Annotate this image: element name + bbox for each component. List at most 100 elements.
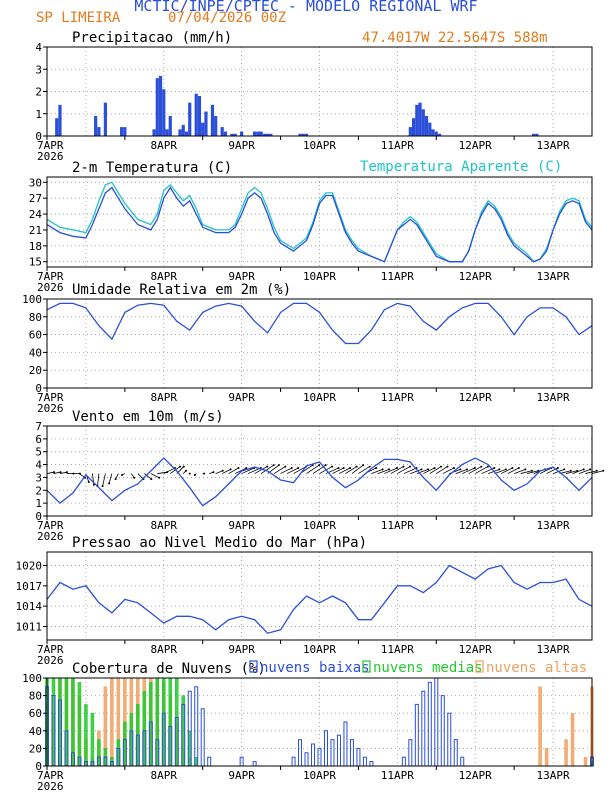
y-tick-label: 1014 [16,600,43,613]
y-tick-label: 4 [35,41,42,54]
wind-arrow-head [368,465,371,468]
wind-arrow [377,468,390,474]
wind-arrow-head [318,464,321,467]
x-tick-label: 7APR [37,139,64,152]
cloud-bar-baixas [323,730,328,767]
precip-bar [201,122,205,136]
y-tick-label: 1017 [16,580,43,593]
wind-arrow [97,473,100,487]
wind-arrow-head [388,468,391,471]
wind-arrow-head [53,471,55,474]
plot-frame [46,425,593,517]
legend-apparent-temp: Temperatura Aparente (C) [360,159,562,175]
wind-arrow [351,464,364,474]
wind-arrow [150,473,160,479]
wind-arrow-head [297,466,300,469]
legend-nuvens-altas: nuvens altas [486,660,587,676]
wind-arrow-head [290,466,293,469]
y-tick-label: 0 [35,130,42,143]
wind-arrow [429,466,442,474]
x-tick-label: 13APR [537,519,570,532]
precip-bar [424,115,429,136]
x-tick-label: 11APR [381,270,414,283]
x-tick-label: 12APR [459,391,492,404]
wind-arrow-head [362,464,365,467]
wind-arrow [260,464,274,474]
x-tick-label: 9APR [228,643,255,656]
wind-arrow [280,467,292,474]
cloud-bar-baixas [460,756,465,767]
panel-title: Umidade Relativa em 2m (%) [72,282,291,298]
y-tick-label: 5 [35,446,42,459]
cloud-bar-altas [570,712,575,767]
precip-bar [55,118,59,136]
wind-arrow-head [221,469,224,472]
y-tick-label: 24 [29,208,43,221]
precip-bar [434,131,438,136]
precip-bar [411,118,416,136]
wind-arrow [539,467,552,474]
y-tick-label: 100 [22,293,42,306]
wind-arrow [358,466,370,474]
precip-bar [262,133,266,136]
x-tick-label: 13APR [537,643,570,656]
y-tick-label: 40 [29,346,42,359]
x-year-label: 2026 [37,281,64,294]
precip-bar [58,104,62,136]
wind-arrow-head [324,464,327,467]
x-tick-label: 7APR [37,391,64,404]
wind-arrow [234,467,247,474]
y-tick-label: 1020 [16,560,43,573]
wind-arrow-head [342,466,345,469]
wind-arrow [273,466,286,474]
cloud-bar-baixas [414,703,419,767]
forecast-date: 07/04/2026 00Z [168,10,287,26]
legend-nuvens-medias-swatch [362,660,371,673]
wind-arrow-head [182,465,185,468]
wind-arrow-head [337,466,340,469]
cloud-bar-medias [77,682,82,767]
cloud-bar-altas [110,677,114,767]
wind-arrow-head [375,466,378,469]
wind-arrow-head [133,476,136,479]
precip-bar [256,131,260,136]
y-tick-label: 18 [29,240,42,253]
x-tick-label: 7APR [37,769,64,782]
x-tick-label: 10APR [303,270,336,283]
precip-bar [298,133,302,136]
series-line-1 [46,181,593,263]
x-tick-label: 11APR [381,643,414,656]
cloud-bar-altas [564,739,568,767]
cloud-bar-baixas [440,695,445,767]
wind-arrow [468,466,482,474]
wind-arrow-head [569,469,572,472]
panel-2 [43,298,593,392]
precip-bar [532,133,536,136]
precip-bar [165,129,169,136]
wind-arrow-head [212,471,215,474]
wind-arrow [475,466,489,474]
wind-arrow [338,467,351,474]
x-tick-label: 13APR [537,769,570,782]
wind-arrow [228,467,239,474]
cloud-bar-medias [90,712,95,767]
y-tick-label: 27 [29,192,42,205]
wind-arrow [144,473,152,480]
legend-nuvens-baixas-swatch [249,660,258,673]
wind-arrow [345,466,357,474]
legend-nuvens-medias: nuvens medias [373,660,483,676]
wind-arrow [59,471,68,474]
wind-arrow-head [331,465,334,468]
y-tick-label: 2 [35,484,42,497]
y-tick-label: 0 [35,760,42,773]
x-tick-label: 9APR [228,391,255,404]
x-tick-label: 7APR [37,519,64,532]
precip-bar [223,131,228,136]
wind-arrow [572,468,584,474]
y-tick-label: 0 [35,510,42,523]
x-tick-label: 8APR [151,519,178,532]
x-tick-label: 12APR [459,139,492,152]
precip-bar [233,133,237,136]
y-tick-label: 7 [35,420,42,433]
